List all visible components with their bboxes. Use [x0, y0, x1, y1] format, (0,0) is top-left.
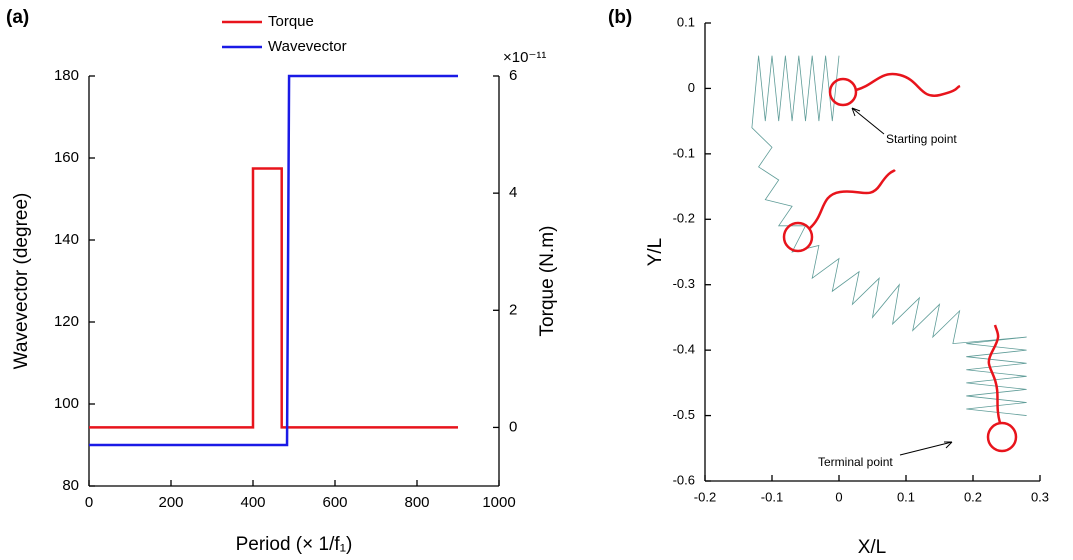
worm-sketches	[782, 72, 1018, 453]
y-axis-title: Y/L	[645, 238, 666, 267]
x-axis-title: X/L	[858, 537, 887, 558]
y-tick-label: 0	[688, 80, 695, 95]
annotation-arrow	[899, 441, 953, 456]
annotation-arrow	[851, 107, 885, 135]
y2-tick-label: 2	[509, 301, 517, 318]
worm-body	[855, 72, 961, 98]
data-line	[751, 55, 1027, 416]
x-tick-label: 0.3	[1031, 489, 1049, 504]
y2-tick-label: 4	[509, 184, 517, 201]
y2-tick-label: 0	[509, 418, 517, 435]
x-tick-label: 200	[158, 494, 183, 511]
y-tick-label: 100	[54, 395, 79, 412]
y2-axis-title: Torque (N.m)	[537, 226, 558, 337]
y-tick-label: 180	[54, 67, 79, 84]
annotation: Terminal point	[818, 455, 893, 469]
y-tick-label: 0.1	[677, 14, 695, 29]
worm-head	[986, 421, 1018, 453]
data-line	[89, 74, 458, 447]
x-axis-title: Period (× 1/f₁)	[236, 534, 353, 555]
worm-head	[828, 77, 858, 107]
worm-body	[809, 169, 896, 229]
y-tick-label: 80	[62, 477, 79, 494]
panel-label: (b)	[608, 7, 632, 28]
x-tick-label: 0	[85, 494, 93, 511]
annotation: Starting point	[886, 132, 957, 146]
y2-tick-label: 6	[509, 67, 517, 84]
y-tick-label: 140	[54, 231, 79, 248]
x-tick-label: 1000	[482, 494, 515, 511]
y-tick-label: -0.2	[673, 211, 695, 226]
panel-label: (a)	[6, 7, 29, 28]
x-tick-label: 600	[322, 494, 347, 511]
y2-scale-label: ×10⁻¹¹	[503, 49, 546, 66]
data-line	[89, 167, 458, 429]
x-tick-label: 0.2	[964, 489, 982, 504]
legend-label: Torque	[268, 13, 314, 30]
x-tick-label: 400	[240, 494, 265, 511]
worm-body	[987, 324, 1002, 424]
y-tick-label: 160	[54, 149, 79, 166]
y-tick-label: -0.5	[673, 407, 695, 422]
y-tick-label: 120	[54, 313, 79, 330]
y-tick-label: -0.3	[673, 276, 695, 291]
legend-label: Wavevector	[268, 38, 347, 55]
y-tick-label: -0.4	[673, 342, 695, 357]
y-axis-title: Wavevector (degree)	[11, 193, 32, 370]
x-tick-label: 800	[404, 494, 429, 511]
y-tick-label: -0.1	[673, 145, 695, 160]
x-tick-label: 0.1	[897, 489, 915, 504]
x-tick-label: 0	[835, 489, 842, 504]
x-tick-label: -0.2	[694, 489, 716, 504]
y-tick-label: -0.6	[673, 472, 695, 487]
x-tick-label: -0.1	[761, 489, 783, 504]
worm-head	[782, 221, 814, 253]
